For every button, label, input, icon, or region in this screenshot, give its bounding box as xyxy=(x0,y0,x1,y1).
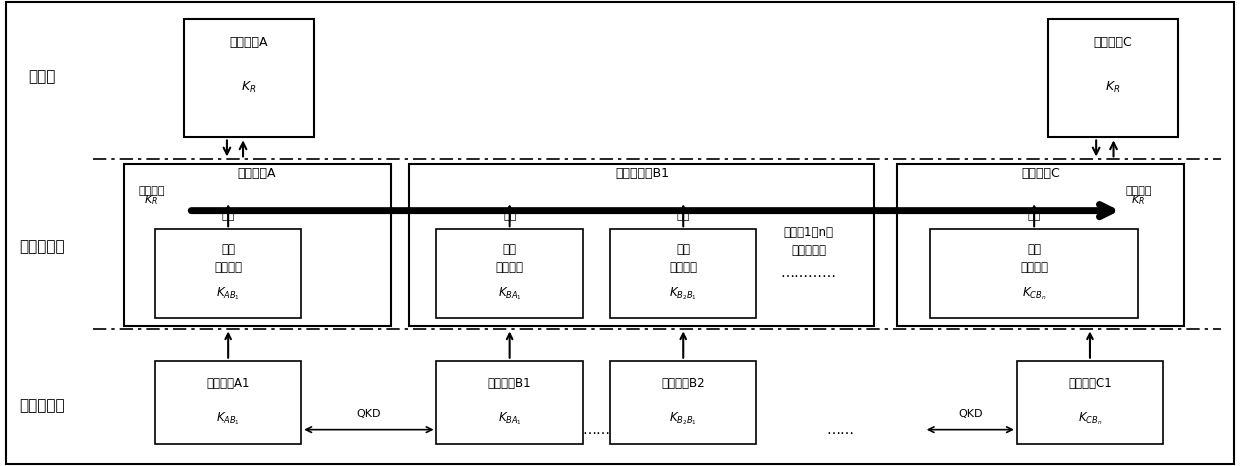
FancyBboxPatch shape xyxy=(1017,361,1163,444)
Text: 密钥生成层: 密钥生成层 xyxy=(20,398,64,413)
Text: 量子终端C: 量子终端C xyxy=(1021,167,1060,180)
Text: $K_{AB_1}$: $K_{AB_1}$ xyxy=(216,411,241,427)
Text: 加密密钥: 加密密钥 xyxy=(215,261,242,274)
Text: 加密密钥: 加密密钥 xyxy=(670,261,697,274)
FancyBboxPatch shape xyxy=(610,361,756,444)
Text: 应用设备C: 应用设备C xyxy=(1094,36,1132,49)
Text: $K_R$: $K_R$ xyxy=(1105,80,1121,95)
Text: 中继: 中继 xyxy=(502,243,517,256)
Text: 密钥生成C1: 密钥生成C1 xyxy=(1068,377,1112,390)
Text: 量子终端A: 量子终端A xyxy=(237,167,277,180)
Text: ……: …… xyxy=(826,423,854,437)
Text: 解密: 解密 xyxy=(503,211,516,221)
Text: 解密: 解密 xyxy=(1028,211,1040,221)
Text: 中继密钥: 中继密钥 xyxy=(1125,186,1152,196)
Text: $K_{B_2B_1}$: $K_{B_2B_1}$ xyxy=(670,411,697,427)
Text: 密钥生成B1: 密钥生成B1 xyxy=(487,377,532,390)
FancyBboxPatch shape xyxy=(930,229,1138,318)
Text: $K_{AB_1}$: $K_{AB_1}$ xyxy=(216,286,241,302)
Text: 加密: 加密 xyxy=(677,211,689,221)
Text: ……: …… xyxy=(583,423,610,437)
Text: $K_{BA_1}$: $K_{BA_1}$ xyxy=(497,286,522,302)
Text: $K_{BA_1}$: $K_{BA_1}$ xyxy=(497,411,522,427)
Text: 中间为1到n个: 中间为1到n个 xyxy=(784,226,833,240)
Text: 解密密钥: 解密密钥 xyxy=(1021,261,1048,274)
Text: $K_{CB_n}$: $K_{CB_n}$ xyxy=(1078,411,1102,427)
Text: $K_R$: $K_R$ xyxy=(144,193,159,207)
Text: $K_{CB_n}$: $K_{CB_n}$ xyxy=(1022,286,1047,302)
Text: 解密密钥: 解密密钥 xyxy=(496,261,523,274)
Text: 密钥生成A1: 密钥生成A1 xyxy=(206,377,250,390)
FancyBboxPatch shape xyxy=(436,361,583,444)
FancyBboxPatch shape xyxy=(155,229,301,318)
Text: 密钥管理层: 密钥管理层 xyxy=(20,240,64,254)
FancyBboxPatch shape xyxy=(184,19,314,137)
FancyBboxPatch shape xyxy=(409,164,874,326)
Text: $K_R$: $K_R$ xyxy=(1131,193,1146,207)
Text: 中继密钥: 中继密钥 xyxy=(138,186,165,196)
FancyBboxPatch shape xyxy=(897,164,1184,326)
Text: 发送: 发送 xyxy=(221,243,236,256)
FancyBboxPatch shape xyxy=(436,229,583,318)
Text: 应用层: 应用层 xyxy=(29,69,56,84)
FancyBboxPatch shape xyxy=(124,164,391,326)
Text: 可信中继器: 可信中继器 xyxy=(791,244,826,257)
FancyBboxPatch shape xyxy=(610,229,756,318)
Text: $K_R$: $K_R$ xyxy=(241,80,257,95)
Text: 应用设备A: 应用设备A xyxy=(229,36,268,49)
Text: QKD: QKD xyxy=(357,410,381,419)
Text: $K_{B_2B_1}$: $K_{B_2B_1}$ xyxy=(670,286,697,302)
Text: …………: ………… xyxy=(780,266,837,280)
FancyBboxPatch shape xyxy=(155,361,301,444)
Text: 接收: 接收 xyxy=(1027,243,1042,256)
Text: 中继: 中继 xyxy=(676,243,691,256)
Text: 加密: 加密 xyxy=(222,211,234,221)
Text: QKD: QKD xyxy=(959,410,982,419)
FancyBboxPatch shape xyxy=(1048,19,1178,137)
Text: 可信中继器B1: 可信中继器B1 xyxy=(615,167,670,180)
Text: 密钥生成B2: 密钥生成B2 xyxy=(661,377,706,390)
